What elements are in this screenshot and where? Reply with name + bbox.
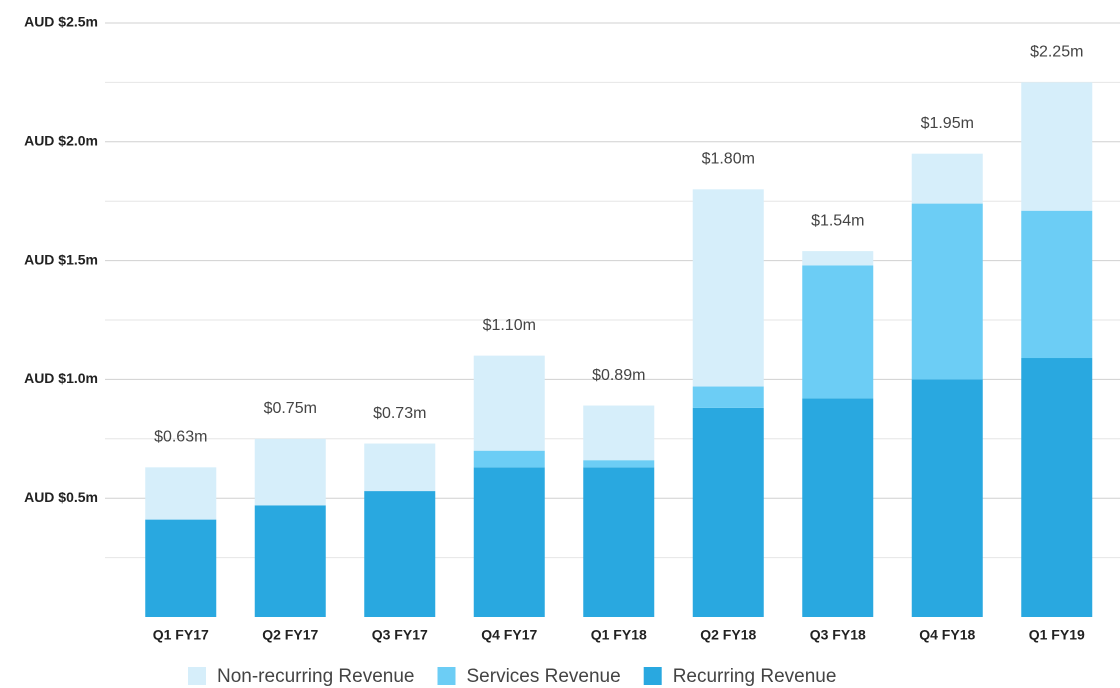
y-tick-label: AUD $1.0m <box>24 370 98 386</box>
total-label: $1.80m <box>702 151 755 168</box>
bar-segment <box>145 467 217 520</box>
bar-segment <box>254 505 326 617</box>
x-tick-label: Q3 FY17 <box>372 627 428 643</box>
bar-segment <box>802 398 874 617</box>
legend-label: Recurring Revenue <box>673 666 837 687</box>
bar-segment <box>1021 82 1093 211</box>
y-tick-label: AUD $2.0m <box>24 133 98 149</box>
bar-segment <box>583 467 655 617</box>
bar-segment <box>473 450 545 468</box>
x-tick-label: Q1 FY18 <box>591 627 647 643</box>
bar-segment <box>692 407 764 617</box>
x-tick-label: Q1 FY17 <box>153 627 209 643</box>
bar-segment <box>364 443 436 492</box>
x-tick-label: Q2 FY17 <box>262 627 318 643</box>
bar-segment <box>473 355 545 451</box>
bar-segment <box>911 153 983 204</box>
total-label: $0.75m <box>264 400 317 417</box>
bar-segment <box>802 251 874 266</box>
bar-segment <box>802 265 874 399</box>
total-label: $2.25m <box>1030 44 1083 61</box>
total-label: $1.10m <box>483 317 536 334</box>
legend-label: Non-recurring Revenue <box>217 666 415 687</box>
x-tick-label: Q2 FY18 <box>700 627 756 643</box>
total-label: $1.95m <box>921 115 974 132</box>
total-label: $0.73m <box>373 405 426 422</box>
bar-segment <box>473 467 545 617</box>
bar-segment <box>583 460 655 468</box>
x-tick-label: Q4 FY18 <box>919 627 975 643</box>
x-tick-label: Q3 FY18 <box>810 627 866 643</box>
bar-segment <box>145 519 217 617</box>
y-tick-label: AUD $0.5m <box>24 489 98 505</box>
x-tick-label: Q1 FY19 <box>1029 627 1085 643</box>
y-tick-label: AUD $2.5m <box>24 14 98 30</box>
bar-segment <box>692 189 764 387</box>
legend-swatch <box>437 667 456 685</box>
x-tick-label: Q4 FY17 <box>481 627 537 643</box>
bar-segment <box>692 386 764 408</box>
total-label: $1.54m <box>811 212 864 229</box>
total-label: $0.89m <box>592 367 645 384</box>
legend-swatch <box>188 667 206 685</box>
total-label: $0.63m <box>154 429 207 446</box>
y-tick-label: AUD $1.5m <box>24 251 98 267</box>
legend-swatch <box>643 667 662 685</box>
bar-segment <box>1021 358 1093 617</box>
legend-label: Services Revenue <box>467 666 621 687</box>
bar-segment <box>583 405 655 461</box>
bar-segment <box>911 379 983 617</box>
bar-segment <box>911 203 983 380</box>
bar-segment <box>1021 210 1093 359</box>
bar-segment <box>254 438 326 506</box>
bar-segment <box>364 491 436 617</box>
